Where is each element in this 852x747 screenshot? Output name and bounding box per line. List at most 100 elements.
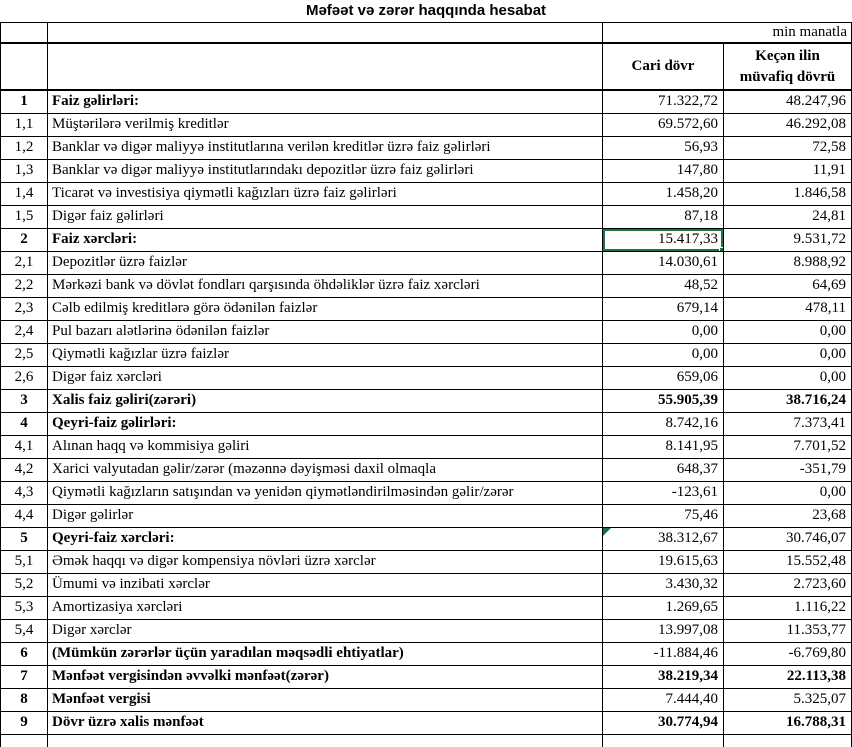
value-current-cell[interactable]: 87,18 <box>603 206 724 229</box>
value-current-cell[interactable]: 1.458,20 <box>603 183 724 206</box>
value-previous-cell[interactable]: 0,00 <box>724 367 852 390</box>
row-label-cell[interactable]: Qeyri-faiz xərcləri: <box>48 528 603 551</box>
row-num-cell[interactable]: 4,2 <box>1 459 48 482</box>
column-header-previous-period[interactable]: Keçən ilin müvafiq dövrü <box>724 43 852 90</box>
value-current-cell[interactable]: -123,61 <box>603 482 724 505</box>
row-label-cell[interactable]: Müştərilərə verilmiş kreditlər <box>48 114 603 137</box>
row-num-cell[interactable]: 3 <box>1 390 48 413</box>
row-label-cell[interactable]: Alınan haqq və kommisiya gəliri <box>48 436 603 459</box>
value-previous-cell[interactable]: 23,68 <box>724 505 852 528</box>
row-num-cell[interactable]: 4,1 <box>1 436 48 459</box>
row-label-cell[interactable]: Faiz xərcləri: <box>48 229 603 252</box>
row-num-cell[interactable]: 5,4 <box>1 620 48 643</box>
value-previous-cell[interactable]: 38.716,24 <box>724 390 852 413</box>
value-previous-cell[interactable]: 1.846,58 <box>724 183 852 206</box>
value-previous-cell[interactable]: 30.746,07 <box>724 528 852 551</box>
value-current-cell[interactable]: 8.742,16 <box>603 413 724 436</box>
value-previous-cell[interactable]: 8.988,92 <box>724 252 852 275</box>
row-num-cell[interactable]: 9 <box>1 712 48 735</box>
value-current-cell[interactable]: 3.430,32 <box>603 574 724 597</box>
row-num-cell[interactable]: 1,4 <box>1 183 48 206</box>
value-previous-cell[interactable]: 15.552,48 <box>724 551 852 574</box>
column-header-current-period[interactable]: Cari dövr <box>603 43 724 90</box>
row-label-cell[interactable]: Mənfəət vergisi <box>48 689 603 712</box>
unit-row-label-cell[interactable] <box>48 23 603 44</box>
value-current-cell[interactable]: 71.322,72 <box>603 90 724 114</box>
value-previous-cell[interactable]: 5.325,07 <box>724 689 852 712</box>
row-label-cell[interactable]: Digər gəlirlər <box>48 505 603 528</box>
value-current-cell[interactable]: 30.774,94 <box>603 712 724 735</box>
value-current-cell[interactable]: 7.444,40 <box>603 689 724 712</box>
row-num-cell[interactable]: 2,3 <box>1 298 48 321</box>
row-num-cell[interactable]: 5,1 <box>1 551 48 574</box>
row-num-cell[interactable]: 5 <box>1 528 48 551</box>
row-label-cell[interactable]: Qeyri-faiz gəlirləri: <box>48 413 603 436</box>
value-current-cell[interactable]: 147,80 <box>603 160 724 183</box>
header-label-cell[interactable] <box>48 43 603 90</box>
value-current-cell[interactable]: 1.269,65 <box>603 597 724 620</box>
value-current-cell[interactable]: 648,37 <box>603 459 724 482</box>
value-previous-cell[interactable]: 48.247,96 <box>724 90 852 114</box>
value-current-cell[interactable]: 19.615,63 <box>603 551 724 574</box>
value-previous-cell[interactable]: 9.531,72 <box>724 229 852 252</box>
row-num-cell[interactable]: 5,2 <box>1 574 48 597</box>
value-previous-cell[interactable]: 46.292,08 <box>724 114 852 137</box>
row-num-cell[interactable]: 2,5 <box>1 344 48 367</box>
row-num-cell[interactable]: 4,4 <box>1 505 48 528</box>
row-label-cell[interactable]: Digər xərclər <box>48 620 603 643</box>
row-label-cell[interactable]: Faiz gəlirləri: <box>48 90 603 114</box>
value-previous-cell[interactable]: 16.788,31 <box>724 712 852 735</box>
value-current-cell[interactable]: 0,00 <box>603 344 724 367</box>
row-label-cell[interactable]: Banklar və digər maliyyə institutlarına … <box>48 137 603 160</box>
row-label-cell[interactable]: Pul bazarı alətlərinə ödənilən faizlər <box>48 321 603 344</box>
value-previous-cell[interactable]: 11,91 <box>724 160 852 183</box>
value-current-cell[interactable]: 56,93 <box>603 137 724 160</box>
row-label-cell[interactable]: Dövr üzrə xalis mənfəət <box>48 712 603 735</box>
value-current-cell[interactable]: 48,52 <box>603 275 724 298</box>
value-previous-cell[interactable]: 72,58 <box>724 137 852 160</box>
row-num-cell[interactable]: 8 <box>1 689 48 712</box>
row-num-cell[interactable]: 1,1 <box>1 114 48 137</box>
row-label-cell[interactable]: Banklar və digər maliyyə institutlarında… <box>48 160 603 183</box>
row-label-cell[interactable]: Xarici valyutadan gəlir/zərər (məzənnə d… <box>48 459 603 482</box>
value-current-cell[interactable]: 679,14 <box>603 298 724 321</box>
value-previous-cell[interactable]: -351,79 <box>724 459 852 482</box>
row-num-cell[interactable]: 2,4 <box>1 321 48 344</box>
value-previous-cell[interactable]: 478,11 <box>724 298 852 321</box>
row-label-cell[interactable]: Əmək haqqı və digər kompensiya növləri ü… <box>48 551 603 574</box>
row-num-cell[interactable]: 4 <box>1 413 48 436</box>
value-current-cell[interactable]: 14.030,61 <box>603 252 724 275</box>
row-label-cell[interactable]: Digər faiz xərcləri <box>48 367 603 390</box>
value-current-cell[interactable]: 659,06 <box>603 367 724 390</box>
value-current-cell[interactable]: 15.417,33 <box>603 229 724 252</box>
row-label-cell[interactable]: Qiymətli kağızlar üzrə faizlər <box>48 344 603 367</box>
row-num-cell[interactable]: 7 <box>1 666 48 689</box>
row-label-cell[interactable]: Ticarət və investisiya qiymətli kağızlar… <box>48 183 603 206</box>
value-current-cell[interactable]: 75,46 <box>603 505 724 528</box>
row-label-cell[interactable]: Cəlb edilmiş kreditlərə görə ödənilən fa… <box>48 298 603 321</box>
header-num-cell[interactable] <box>1 43 48 90</box>
row-label-cell[interactable]: Ümumi və inzibati xərclər <box>48 574 603 597</box>
value-current-cell[interactable]: -11.884,46 <box>603 643 724 666</box>
value-current-cell[interactable]: 38.219,34 <box>603 666 724 689</box>
unit-row-num-cell[interactable] <box>1 23 48 44</box>
value-previous-cell[interactable]: 2.723,60 <box>724 574 852 597</box>
row-label-cell[interactable]: Xalis faiz gəliri(zərəri) <box>48 390 603 413</box>
value-previous-cell[interactable]: 7.373,41 <box>724 413 852 436</box>
row-label-cell[interactable]: Mənfəət vergisindən əvvəlki mənfəət(zərə… <box>48 666 603 689</box>
row-num-cell[interactable]: 4,3 <box>1 482 48 505</box>
value-current-cell[interactable]: 8.141,95 <box>603 436 724 459</box>
row-label-cell[interactable]: Mərkəzi bank və dövlət fondları qarşısın… <box>48 275 603 298</box>
row-num-cell[interactable]: 5,3 <box>1 597 48 620</box>
row-label-cell[interactable]: (Mümkün zərərlər üçün yaradılan məqsədli… <box>48 643 603 666</box>
row-num-cell[interactable]: 2,2 <box>1 275 48 298</box>
value-previous-cell[interactable]: 22.113,38 <box>724 666 852 689</box>
value-previous-cell[interactable]: 24,81 <box>724 206 852 229</box>
value-previous-cell[interactable]: 0,00 <box>724 344 852 367</box>
row-num-cell[interactable]: 1,2 <box>1 137 48 160</box>
selection-fill-handle[interactable] <box>719 247 724 252</box>
row-label-cell[interactable]: Amortizasiya xərcləri <box>48 597 603 620</box>
value-previous-cell[interactable]: -6.769,80 <box>724 643 852 666</box>
row-num-cell[interactable]: 1,3 <box>1 160 48 183</box>
row-num-cell[interactable]: 6 <box>1 643 48 666</box>
